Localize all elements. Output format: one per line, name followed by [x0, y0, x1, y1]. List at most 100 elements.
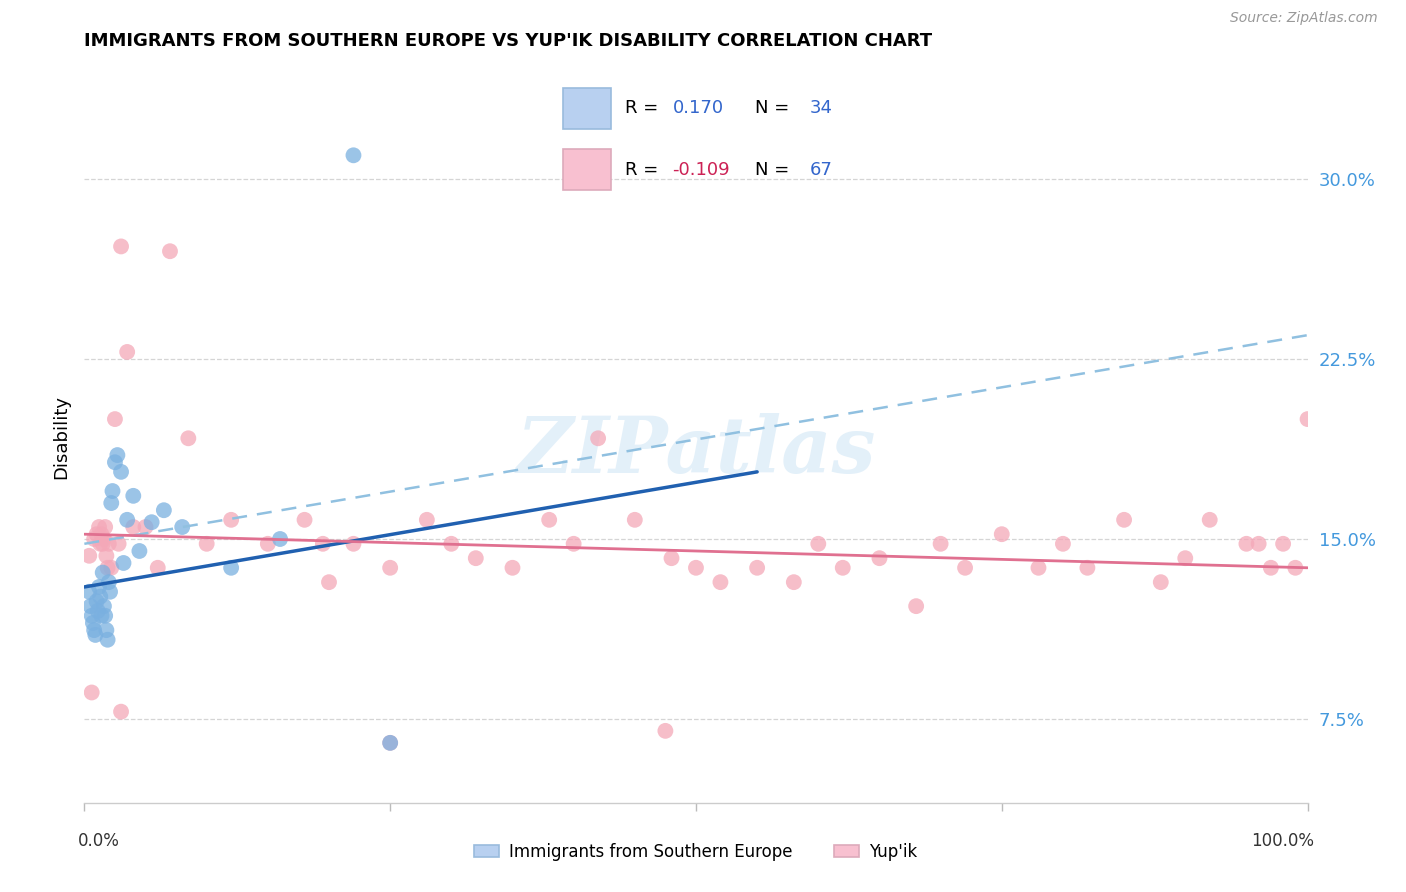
Point	[79, 599, 101, 614]
Point	[869, 551, 891, 566]
Point	[97, 537, 120, 551]
Point	[219, 561, 242, 575]
Point	[122, 489, 145, 503]
Point	[1272, 537, 1295, 551]
Point	[807, 537, 830, 551]
Point	[91, 566, 114, 580]
Point	[1284, 561, 1306, 575]
Point	[110, 239, 132, 253]
Point	[1296, 412, 1319, 426]
Point	[93, 532, 115, 546]
Text: IMMIGRANTS FROM SOUTHERN EUROPE VS YUP'IK DISABILITY CORRELATION CHART: IMMIGRANTS FROM SOUTHERN EUROPE VS YUP'I…	[84, 32, 932, 50]
Point	[294, 513, 316, 527]
Point	[159, 244, 181, 259]
Point	[128, 544, 150, 558]
Point	[96, 623, 118, 637]
Point	[104, 412, 127, 426]
Point	[77, 549, 100, 563]
Point	[953, 561, 976, 575]
Point	[110, 465, 132, 479]
Point	[104, 455, 127, 469]
Point	[831, 561, 853, 575]
Point	[195, 537, 218, 551]
Point	[87, 604, 110, 618]
Point	[416, 513, 439, 527]
Text: 100.0%: 100.0%	[1251, 832, 1313, 850]
Point	[90, 608, 112, 623]
Point	[685, 561, 707, 575]
Point	[93, 599, 115, 614]
Point	[77, 584, 100, 599]
Point	[1260, 561, 1282, 575]
Point	[89, 590, 111, 604]
Point	[929, 537, 952, 551]
Point	[84, 628, 107, 642]
Point	[661, 551, 683, 566]
Point	[783, 575, 806, 590]
Point	[122, 520, 145, 534]
Point	[1114, 513, 1136, 527]
Point	[312, 537, 335, 551]
Point	[1198, 513, 1220, 527]
Point	[219, 513, 242, 527]
Point	[380, 561, 402, 575]
Point	[146, 561, 169, 575]
Point	[94, 608, 117, 623]
Point	[747, 561, 769, 575]
Text: Source: ZipAtlas.com: Source: ZipAtlas.com	[1230, 12, 1378, 25]
Point	[1174, 551, 1197, 566]
Point	[110, 705, 132, 719]
Point	[1028, 561, 1050, 575]
Point	[440, 537, 463, 551]
Point	[257, 537, 280, 551]
Point	[112, 556, 135, 570]
Point	[97, 575, 120, 590]
Point	[562, 537, 585, 551]
Point	[107, 537, 129, 551]
Point	[135, 520, 157, 534]
Point	[141, 515, 163, 529]
Point	[709, 575, 731, 590]
Point	[342, 148, 364, 162]
Point	[586, 431, 609, 445]
Point	[86, 594, 108, 608]
Point	[96, 549, 118, 563]
Point	[502, 561, 524, 575]
Point	[380, 736, 402, 750]
Point	[97, 561, 120, 575]
Point	[91, 537, 114, 551]
Point	[90, 527, 112, 541]
Point	[87, 580, 110, 594]
Point	[94, 520, 117, 534]
Point	[318, 575, 340, 590]
Y-axis label: Disability: Disability	[52, 395, 70, 479]
Point	[80, 608, 103, 623]
Point	[654, 723, 676, 738]
Point	[153, 503, 176, 517]
Point	[538, 513, 561, 527]
Point	[1150, 575, 1173, 590]
Point	[1052, 537, 1074, 551]
Point	[97, 632, 120, 647]
Point	[82, 615, 104, 630]
Point	[115, 345, 138, 359]
Point	[464, 551, 486, 566]
Point	[1236, 537, 1258, 551]
Point	[1247, 537, 1270, 551]
Text: 0.0%: 0.0%	[79, 832, 120, 850]
Point	[100, 561, 122, 575]
Point	[380, 736, 402, 750]
Point	[80, 685, 103, 699]
Point	[83, 532, 105, 546]
Point	[115, 513, 138, 527]
Point	[100, 496, 122, 510]
Point	[87, 520, 110, 534]
Point	[86, 527, 108, 541]
Point	[101, 483, 124, 498]
Point	[269, 532, 291, 546]
Point	[83, 623, 105, 637]
Point	[991, 527, 1014, 541]
Point	[1076, 561, 1098, 575]
Point	[905, 599, 928, 614]
Point	[105, 448, 128, 462]
